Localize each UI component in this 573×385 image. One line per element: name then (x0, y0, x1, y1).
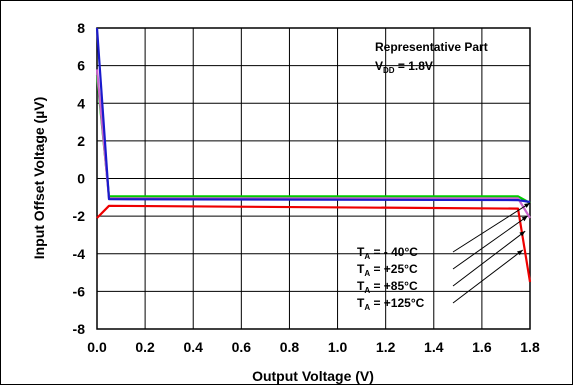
series-line-4 (96, 204, 532, 283)
y-tick-label: -4 (73, 246, 86, 262)
y-tick-label: 4 (77, 95, 85, 111)
annotation-vdd-prefix: V (375, 59, 383, 73)
x-tick-label: 1.4 (424, 339, 444, 355)
x-tick-label: 1.2 (376, 339, 396, 355)
legend: TA = - 40°CTA = +25°CTA = +85°CTA = +125… (357, 245, 425, 312)
legend-entry-1: TA = - 40°C (357, 245, 418, 261)
legend-entry-3: TA = +85°C (357, 279, 418, 295)
y-tick-label: 8 (77, 20, 85, 36)
x-tick-labels: 0.0 0.2 0.4 0.6 0.8 1.0 1.2 1.4 1.6 1.8 (87, 339, 540, 355)
annotation-title: Representative Part (375, 40, 488, 54)
y-tick-label: 6 (77, 58, 85, 74)
x-tick-label: 1.8 (520, 339, 540, 355)
legend-leader-arrowhead (519, 231, 526, 237)
y-tick-label: -8 (73, 321, 86, 337)
legend-leader-arrowhead (521, 216, 528, 222)
y-tick-label: -2 (73, 208, 86, 224)
y-axis-label: Input Offset Voltage (µV) (31, 97, 47, 260)
legend-leader-line (452, 202, 531, 253)
series-lines (95, 27, 532, 283)
legend-leader-line (452, 249, 524, 304)
series-line-3 (95, 27, 531, 204)
legend-leader-arrowhead (524, 202, 530, 208)
legend-leader-line (452, 215, 528, 270)
x-tick-label: 0.6 (232, 339, 252, 355)
legend-entry-4: TA = +125°C (357, 296, 425, 312)
x-tick-label: 0.2 (135, 339, 155, 355)
y-tick-labels: 8 6 4 2 0 -2 -4 -6 -8 (73, 20, 86, 337)
legend-entry-2: TA = +25°C (357, 262, 418, 278)
annotation-vdd-sub: DD (383, 66, 395, 75)
x-axis-label: Output Voltage (V) (252, 368, 374, 384)
legend-leader-lines (452, 202, 531, 304)
x-tick-label: 1.6 (472, 339, 492, 355)
grid (96, 27, 531, 330)
y-tick-label: 0 (77, 171, 85, 187)
x-tick-label: 0.0 (87, 339, 107, 355)
y-tick-label: 2 (77, 133, 85, 149)
annotation-vdd: VDD = 1.8V (375, 59, 433, 75)
annotation-vdd-suffix: = 1.8V (395, 59, 433, 73)
y-tick-label: -6 (73, 283, 86, 299)
x-tick-label: 0.4 (183, 339, 203, 355)
series-line-2 (95, 69, 531, 219)
x-tick-label: 0.8 (280, 339, 300, 355)
legend-leader-line (452, 230, 526, 287)
x-tick-label: 1.0 (328, 339, 348, 355)
legend-leader-arrowhead (516, 249, 523, 256)
